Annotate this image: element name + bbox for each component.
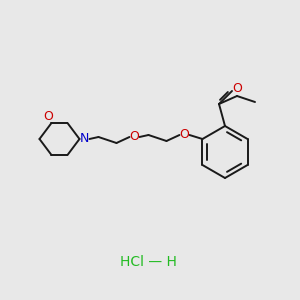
Text: N: N [80,133,89,146]
Text: O: O [130,130,140,143]
Text: O: O [44,110,53,122]
Text: O: O [232,82,242,94]
Text: HCl — H: HCl — H [120,255,176,269]
Text: O: O [179,128,189,142]
